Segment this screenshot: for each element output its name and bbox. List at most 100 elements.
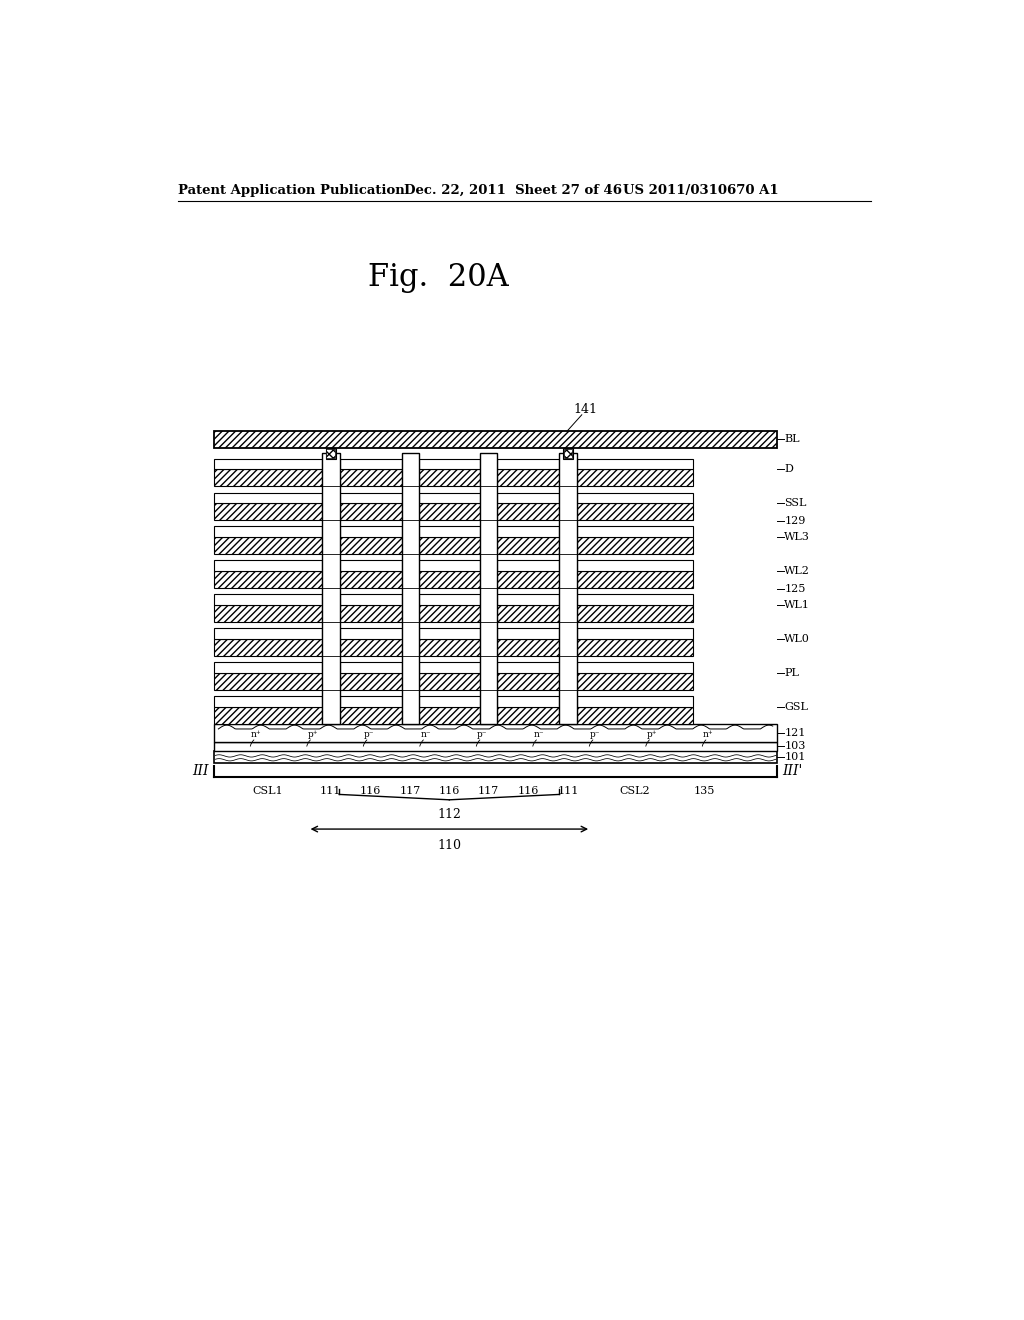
Bar [340, 492, 401, 503]
Bar [578, 459, 692, 470]
Bar [419, 561, 480, 572]
Text: 125: 125 [784, 583, 806, 594]
Bar [340, 663, 401, 673]
Text: p⁺: p⁺ [307, 730, 317, 739]
Bar [497, 572, 559, 589]
Bar [497, 673, 559, 689]
Bar [497, 605, 559, 622]
Text: p⁻: p⁻ [364, 730, 375, 739]
Bar [497, 537, 559, 554]
Bar [340, 673, 401, 689]
Bar [340, 594, 401, 605]
Text: WL3: WL3 [784, 532, 810, 543]
Bar [578, 639, 692, 656]
Text: 112: 112 [437, 808, 461, 821]
Text: n⁻: n⁻ [534, 730, 544, 739]
Text: p⁺: p⁺ [646, 730, 656, 739]
Bar [559, 453, 578, 723]
Text: 110: 110 [437, 840, 462, 853]
Bar [497, 459, 559, 470]
Bar [214, 459, 322, 470]
Bar [419, 663, 480, 673]
Text: PL: PL [784, 668, 799, 677]
Bar [419, 594, 480, 605]
Text: 135: 135 [693, 785, 715, 796]
Text: BL: BL [784, 434, 800, 445]
Bar [419, 673, 480, 689]
Bar [419, 696, 480, 706]
Text: 116: 116 [360, 785, 382, 796]
Bar [578, 594, 692, 605]
Text: 101: 101 [784, 751, 806, 762]
Bar [497, 594, 559, 605]
Bar [419, 706, 480, 723]
Bar [578, 605, 692, 622]
Bar [340, 527, 401, 537]
Bar [578, 572, 692, 589]
Bar [340, 572, 401, 589]
Bar [214, 537, 322, 554]
Bar [419, 503, 480, 520]
Bar [340, 706, 401, 723]
Bar [578, 537, 692, 554]
Bar [340, 561, 401, 572]
Text: WL2: WL2 [784, 566, 810, 576]
Bar [578, 696, 692, 706]
Bar [214, 673, 322, 689]
Bar [214, 561, 322, 572]
Text: III': III' [782, 764, 803, 779]
Text: p⁻: p⁻ [477, 730, 487, 739]
Bar [578, 561, 692, 572]
Text: D: D [784, 465, 794, 474]
Bar [497, 639, 559, 656]
Bar [578, 663, 692, 673]
Bar [214, 639, 322, 656]
Text: Fig.  20A: Fig. 20A [369, 263, 509, 293]
Text: n⁺: n⁺ [702, 730, 714, 739]
Bar [214, 527, 322, 537]
Bar [340, 459, 401, 470]
Bar [322, 453, 340, 723]
Bar [214, 492, 322, 503]
Bar [497, 561, 559, 572]
Text: SSL: SSL [784, 499, 807, 508]
Bar [214, 605, 322, 622]
Bar [563, 449, 572, 458]
Bar [214, 742, 777, 751]
Text: Dec. 22, 2011  Sheet 27 of 46: Dec. 22, 2011 Sheet 27 of 46 [403, 185, 622, 197]
Bar [419, 492, 480, 503]
Bar [497, 470, 559, 487]
Bar [419, 639, 480, 656]
Bar [214, 696, 322, 706]
Bar [563, 447, 573, 459]
Bar [419, 605, 480, 622]
Bar [214, 751, 777, 763]
Bar [497, 492, 559, 503]
Bar [578, 706, 692, 723]
Text: 117: 117 [399, 785, 421, 796]
Text: GSL: GSL [784, 702, 808, 711]
Bar [419, 470, 480, 487]
Bar [340, 605, 401, 622]
Bar [578, 628, 692, 639]
Bar [578, 503, 692, 520]
Bar [480, 453, 497, 723]
Bar [214, 663, 322, 673]
Text: 103: 103 [784, 742, 806, 751]
Text: 116: 116 [517, 785, 539, 796]
Bar [326, 447, 336, 459]
Text: 111: 111 [321, 785, 341, 796]
Bar [497, 628, 559, 639]
Text: Patent Application Publication: Patent Application Publication [178, 185, 406, 197]
Bar [401, 453, 419, 723]
Bar [497, 696, 559, 706]
Text: 111: 111 [557, 785, 579, 796]
Bar [497, 663, 559, 673]
Bar [340, 537, 401, 554]
Bar [497, 527, 559, 537]
Bar [419, 527, 480, 537]
Bar [214, 723, 777, 742]
Text: 129: 129 [784, 516, 806, 527]
Bar [497, 503, 559, 520]
Text: III: III [193, 764, 209, 779]
